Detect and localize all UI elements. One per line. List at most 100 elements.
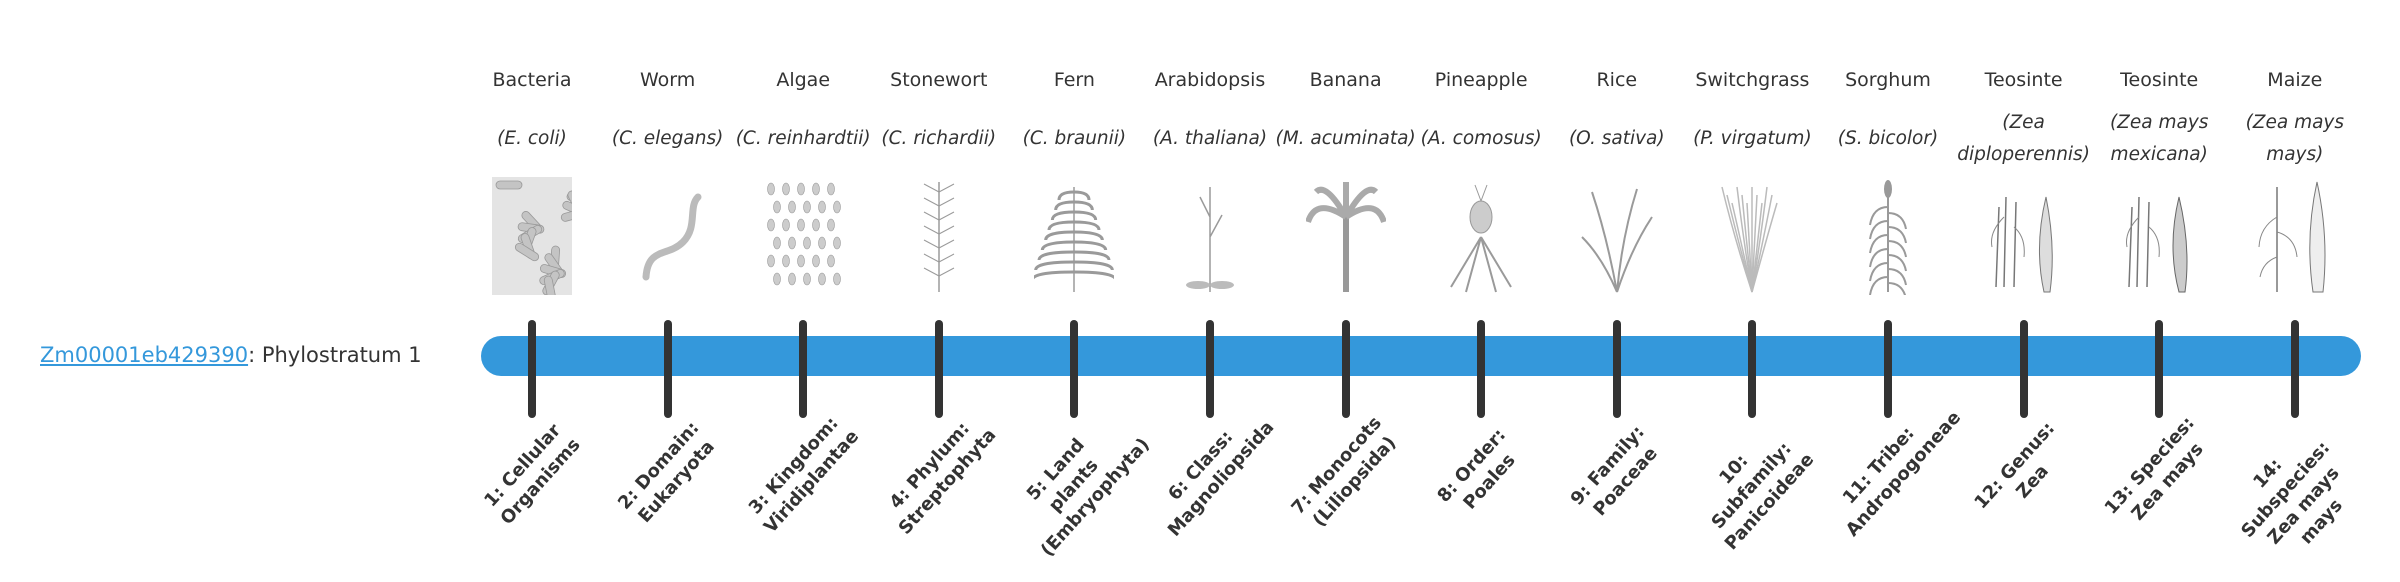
- scientific-name-text: (M. acuminata): [1275, 128, 1416, 149]
- stratum-label: 4: Phylum: Streptophyta: [885, 418, 1001, 539]
- stratum-tick: [2155, 320, 2164, 418]
- scientific-name-text: (Zea diploperennis): [1957, 112, 2090, 165]
- stonewort-illustration-icon: [899, 177, 979, 295]
- stratum-label: 9: Family: Poaceae: [1566, 421, 1662, 521]
- scientific-name: (C. richardii): [867, 104, 1011, 174]
- banana-illustration-icon: [1304, 177, 1387, 295]
- stratum-column: Rice (O. sativa) 9: Family: Poaceae: [1549, 0, 1685, 580]
- scientific-name-text: (C. reinhardtii): [735, 128, 871, 149]
- stratum-label: 12: Genus: Zea: [1970, 418, 2059, 514]
- scientific-name: (M. acuminata): [1274, 104, 1418, 174]
- stratum-tick: [799, 320, 808, 418]
- phylostratum-text: : Phylostratum 1: [248, 343, 422, 367]
- scientific-name-text: (E. coli): [497, 128, 567, 149]
- stratum-column: Bacteria (E. coli) 1: Cellular Organisms: [464, 0, 600, 580]
- common-name: Switchgrass: [1695, 69, 1810, 91]
- sorghum-illustration-icon: [1848, 177, 1928, 300]
- stratum-tick: [1341, 320, 1350, 418]
- scientific-name: (O. sativa): [1545, 104, 1689, 174]
- stratum-label: 2: Domain: Eukaryota: [613, 417, 719, 527]
- stratum-label: 5: Land plants (Embryophyta): [1023, 434, 1155, 561]
- scientific-name: (E. coli): [460, 104, 604, 174]
- common-name: Teosinte: [2120, 69, 2199, 91]
- stratum-label: 6: Class: Magnoliopsida: [1163, 416, 1279, 541]
- stratum-column: Pineapple (A. comosus) 8: Order: Poales: [1413, 0, 1549, 580]
- pineapple-illustration-icon: [1441, 177, 1521, 295]
- maize-illustration-icon: [2255, 177, 2335, 295]
- stratum-tick: [1612, 320, 1621, 418]
- scientific-name-text: (Zea mays mexicana): [2109, 112, 2209, 165]
- stratum-tick: [1070, 320, 1079, 418]
- scientific-name-text: (A. thaliana): [1152, 128, 1268, 149]
- scientific-name-text: (Zea mays mays): [2245, 112, 2345, 165]
- gene-link[interactable]: Zm00001eb429390: [40, 343, 249, 367]
- scientific-name: (Zea diploperennis): [1952, 104, 2096, 174]
- common-name: Fern: [1053, 69, 1095, 91]
- bacteria-illustration-icon: [492, 177, 590, 303]
- scientific-name-text: (P. virgatum): [1693, 128, 1812, 149]
- stratum-column: Sorghum (S. bicolor) 11: Tribe: Andropog…: [1820, 0, 1966, 580]
- common-name: Bacteria: [492, 69, 572, 91]
- stratum-label: 7: Monocots (Liliopsida): [1287, 412, 1400, 531]
- arabidopsis-illustration-icon: [1170, 177, 1250, 295]
- stratum-column: Teosinte (Zea mays mexicana) 13: Species…: [2091, 0, 2227, 580]
- stratum-label: 14: Subspecies: Zea mays mays: [2237, 437, 2347, 549]
- rice-illustration-icon: [1577, 177, 1657, 295]
- stratum-tick: [1748, 320, 1757, 418]
- stratum-tick: [528, 320, 536, 418]
- stratum-column: Stonewort (C. richardii) 4: Phylum: Stre…: [871, 0, 1007, 580]
- scientific-name-text: (O. sativa): [1568, 128, 1665, 149]
- stratum-tick: [2290, 320, 2299, 418]
- stratum-column: Teosinte (Zea diploperennis) 12: Genus: …: [1956, 0, 2092, 580]
- stratum-label: 13: Species: Zea mays: [2100, 412, 2208, 525]
- stratum-column: Worm (C. elegans) 2: Domain: Eukaryota: [600, 0, 736, 580]
- switchgrass-illustration-icon: [1712, 177, 1792, 295]
- stratum-label: 3: Kingdom: Viridiplantae: [744, 412, 864, 538]
- stratum-tick: [934, 320, 943, 418]
- common-name: Arabidopsis: [1154, 69, 1266, 91]
- scientific-name: (S. bicolor): [1816, 104, 1960, 174]
- scientific-name: (Zea mays mexicana): [2087, 104, 2231, 174]
- scientific-name-text: (C. richardii): [881, 128, 997, 149]
- algae-illustration-icon: [763, 177, 843, 295]
- scientific-name: (C. braunii): [1002, 104, 1146, 174]
- worm-illustration-icon: [628, 177, 708, 295]
- scientific-name: (P. virgatum): [1680, 104, 1824, 174]
- scientific-name: (C. reinhardtii): [731, 104, 875, 174]
- teosinte-illustration-icon: [2119, 177, 2199, 295]
- common-name: Rice: [1596, 69, 1638, 91]
- scientific-name-text: (C. braunii): [1022, 128, 1127, 149]
- scientific-name-text: (S. bicolor): [1837, 128, 1939, 149]
- common-name: Stonewort: [890, 69, 988, 91]
- teosinte-illustration-icon: [1984, 177, 2064, 295]
- stratum-column: Maize (Zea mays mays) 14: Subspecies: Ze…: [2227, 0, 2363, 580]
- stratum-tick: [2019, 320, 2028, 418]
- common-name: Maize: [2267, 69, 2323, 91]
- scientific-name: (C. elegans): [596, 104, 740, 174]
- stratum-tick: [663, 320, 672, 418]
- stratum-label: 10: Subfamily: Panicoideae: [1707, 438, 1819, 555]
- scientific-name: (A. thaliana): [1138, 104, 1282, 174]
- stratum-label: 8: Order: Poales: [1433, 424, 1520, 514]
- stratum-column: Fern (C. braunii) 5: Land plants (Embryo…: [1006, 0, 1155, 580]
- stratum-column: Banana (M. acuminata) 7: Monocots (Lilio…: [1275, 0, 1415, 580]
- stratum-tick: [1884, 320, 1892, 418]
- common-name: Pineapple: [1434, 69, 1528, 91]
- common-name: Worm: [639, 69, 696, 91]
- fern-illustration-icon: [1031, 177, 1118, 295]
- stratum-column: Algae (C. reinhardtii) 3: Kingdom: Virid…: [735, 0, 871, 580]
- stratum-tick: [1206, 320, 1214, 418]
- phylostrata-bar: [481, 336, 2361, 376]
- common-name: Banana: [1309, 69, 1382, 91]
- scientific-name: (Zea mays mays): [2223, 104, 2367, 174]
- common-name: Teosinte: [1984, 69, 2063, 91]
- gene-title: Zm00001eb429390: Phylostratum 1: [40, 340, 422, 370]
- stratum-column: Switchgrass (P. virgatum) 10: Subfamily:…: [1684, 0, 1820, 580]
- scientific-name-text: (A. comosus): [1420, 128, 1542, 149]
- common-name: Algae: [776, 69, 831, 91]
- stratum-tick: [1477, 320, 1486, 418]
- stratum-label: 1: Cellular Organisms: [480, 420, 585, 530]
- scientific-name: (A. comosus): [1409, 104, 1553, 174]
- stratum-label: 11: Tribe: Andropogoneae: [1838, 407, 1966, 541]
- common-name: Sorghum: [1845, 69, 1931, 91]
